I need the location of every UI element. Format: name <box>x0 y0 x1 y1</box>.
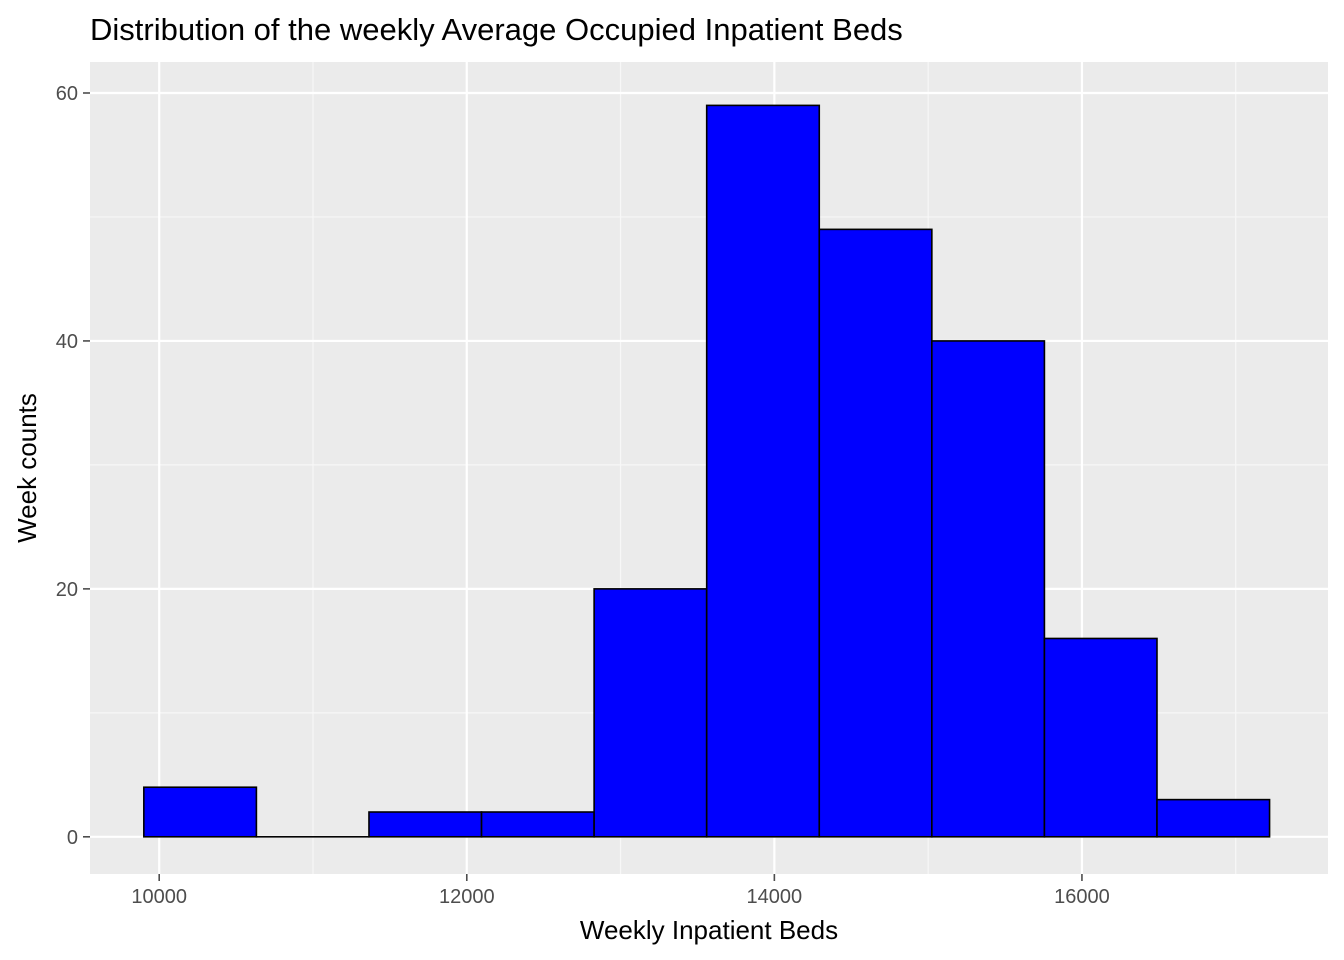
y-tick-label: 40 <box>56 331 78 353</box>
chart-title: Distribution of the weekly Average Occup… <box>90 12 903 47</box>
x-axis-title: Weekly Inpatient Beds <box>580 915 838 945</box>
histogram-bar <box>1156 798 1271 838</box>
histogram-bar <box>818 228 933 838</box>
histogram-bar <box>480 811 595 838</box>
y-tick-label: 20 <box>56 579 78 601</box>
histogram-bar <box>1043 637 1158 838</box>
histogram-bar <box>593 588 708 838</box>
y-tick-label: 0 <box>67 827 78 849</box>
histogram-bar <box>368 811 483 838</box>
y-axis: 0 20 40 60 <box>56 83 90 849</box>
y-tick-label: 60 <box>56 83 78 105</box>
histogram-bar <box>143 786 258 838</box>
histogram-bar <box>931 340 1046 838</box>
x-tick-label: 16000 <box>1054 886 1110 908</box>
y-axis-title: Week counts <box>12 393 42 543</box>
histogram-bars <box>143 104 1271 838</box>
x-tick-label: 14000 <box>747 886 803 908</box>
x-tick-label: 10000 <box>131 886 187 908</box>
histogram-bar <box>705 104 821 838</box>
x-tick-label: 12000 <box>439 886 495 908</box>
x-axis: 10000 12000 14000 16000 <box>131 874 1110 908</box>
